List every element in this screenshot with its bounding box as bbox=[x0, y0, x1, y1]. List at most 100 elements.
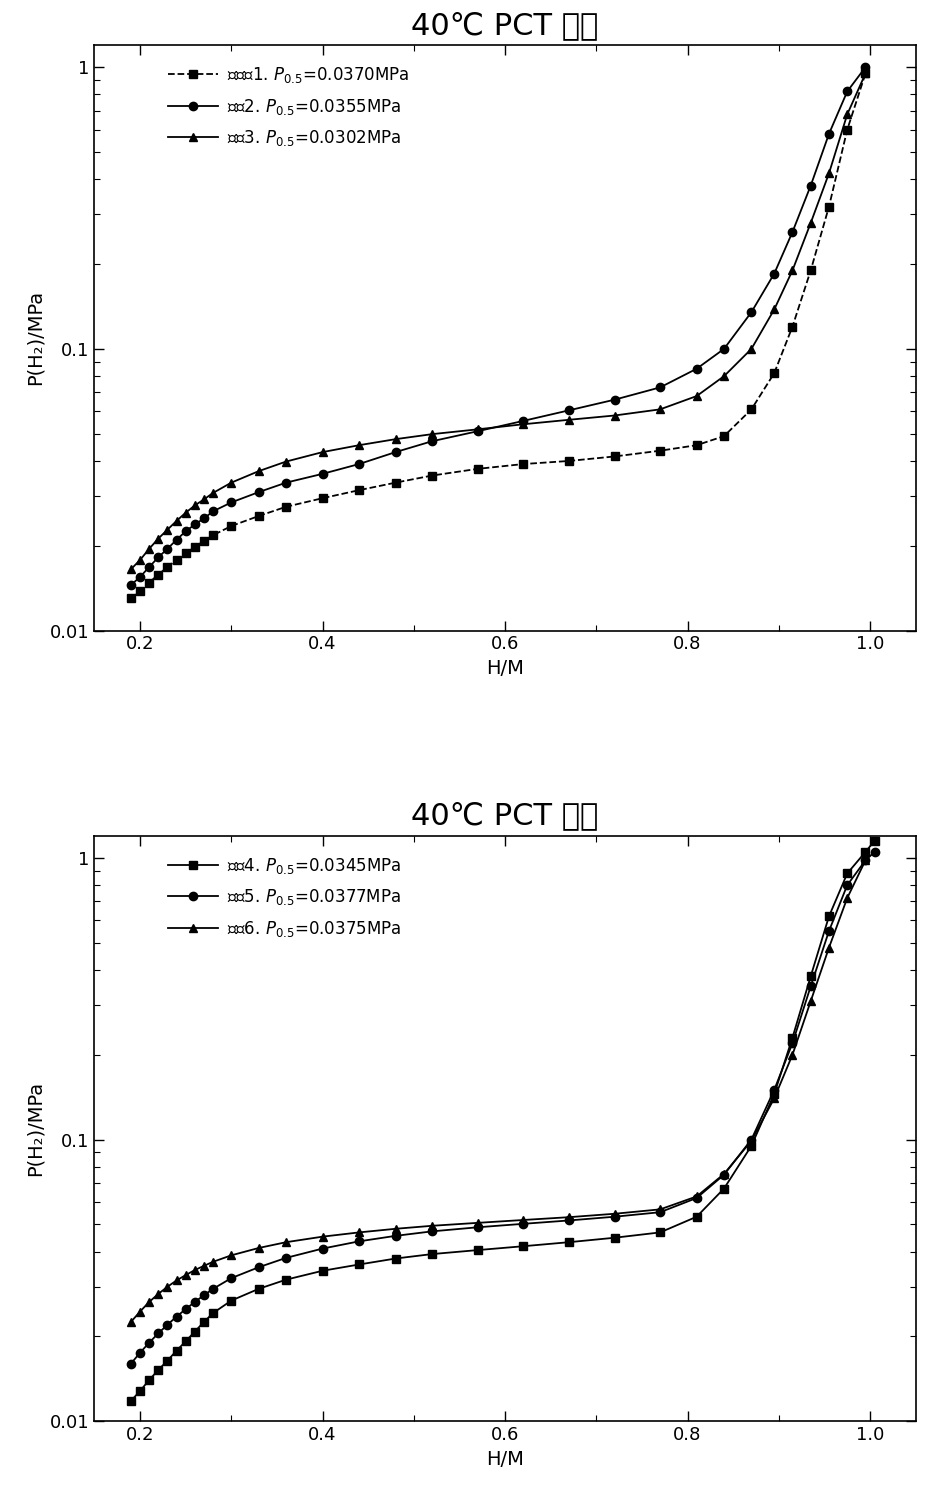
实备3. $P_{0.5}$=0.0302MPa bbox=[805, 214, 817, 232]
实备6. $P_{0.5}$=0.0375MPa bbox=[746, 1132, 757, 1150]
实备4. $P_{0.5}$=0.0345MPa bbox=[226, 1291, 237, 1309]
实备4. $P_{0.5}$=0.0345MPa bbox=[253, 1281, 264, 1299]
实备3. $P_{0.5}$=0.0302MPa bbox=[143, 540, 155, 558]
实备4. $P_{0.5}$=0.0345MPa bbox=[126, 1391, 137, 1409]
实备6. $P_{0.5}$=0.0375MPa bbox=[143, 1293, 155, 1310]
实备2. $P_{0.5}$=0.0355MPa bbox=[353, 455, 364, 473]
实备4. $P_{0.5}$=0.0345MPa bbox=[143, 1370, 155, 1388]
实备4. $P_{0.5}$=0.0345MPa bbox=[805, 968, 817, 986]
实备5. $P_{0.5}$=0.0377MPa bbox=[609, 1207, 620, 1225]
实备4. $P_{0.5}$=0.0345MPa bbox=[786, 1029, 798, 1047]
实备3. $P_{0.5}$=0.0302MPa bbox=[841, 105, 852, 123]
对比备1. $P_{0.5}$=0.0370MPa bbox=[126, 589, 137, 607]
实备2. $P_{0.5}$=0.0355MPa bbox=[609, 390, 620, 408]
实备4. $P_{0.5}$=0.0345MPa bbox=[564, 1233, 575, 1251]
实备2. $P_{0.5}$=0.0355MPa bbox=[841, 82, 852, 100]
实备2. $P_{0.5}$=0.0355MPa bbox=[253, 483, 264, 501]
实备2. $P_{0.5}$=0.0355MPa bbox=[198, 510, 210, 528]
对比备1. $P_{0.5}$=0.0370MPa bbox=[226, 518, 237, 536]
实备6. $P_{0.5}$=0.0375MPa bbox=[189, 1261, 200, 1279]
实备2. $P_{0.5}$=0.0355MPa bbox=[317, 465, 329, 483]
实备4. $P_{0.5}$=0.0345MPa bbox=[198, 1313, 210, 1331]
实备4. $P_{0.5}$=0.0345MPa bbox=[868, 832, 880, 850]
Line: 实备2. $P_{0.5}$=0.0355MPa: 实备2. $P_{0.5}$=0.0355MPa bbox=[126, 63, 869, 589]
实备4. $P_{0.5}$=0.0345MPa bbox=[208, 1305, 219, 1322]
实备3. $P_{0.5}$=0.0302MPa bbox=[609, 407, 620, 425]
实备6. $P_{0.5}$=0.0375MPa bbox=[564, 1209, 575, 1227]
对比备1. $P_{0.5}$=0.0370MPa bbox=[472, 459, 483, 477]
实备3. $P_{0.5}$=0.0302MPa bbox=[353, 437, 364, 455]
对比备1. $P_{0.5}$=0.0370MPa bbox=[143, 573, 155, 591]
实备6. $P_{0.5}$=0.0375MPa bbox=[171, 1272, 182, 1290]
实备5. $P_{0.5}$=0.0377MPa bbox=[517, 1215, 529, 1233]
实备2. $P_{0.5}$=0.0355MPa bbox=[805, 177, 817, 194]
实备3. $P_{0.5}$=0.0302MPa bbox=[208, 485, 219, 503]
实备6. $P_{0.5}$=0.0375MPa bbox=[768, 1089, 780, 1107]
实备3. $P_{0.5}$=0.0302MPa bbox=[427, 425, 438, 443]
实备4. $P_{0.5}$=0.0345MPa bbox=[768, 1085, 780, 1103]
实备2. $P_{0.5}$=0.0355MPa bbox=[472, 422, 483, 440]
对比备1. $P_{0.5}$=0.0370MPa bbox=[654, 441, 666, 459]
实备3. $P_{0.5}$=0.0302MPa bbox=[226, 474, 237, 492]
实备6. $P_{0.5}$=0.0375MPa bbox=[198, 1257, 210, 1275]
实备5. $P_{0.5}$=0.0377MPa bbox=[353, 1233, 364, 1251]
实备4. $P_{0.5}$=0.0345MPa bbox=[317, 1261, 329, 1279]
实备2. $P_{0.5}$=0.0355MPa bbox=[226, 494, 237, 512]
实备5. $P_{0.5}$=0.0377MPa bbox=[390, 1227, 401, 1245]
实备6. $P_{0.5}$=0.0375MPa bbox=[841, 889, 852, 907]
实备5. $P_{0.5}$=0.0377MPa bbox=[786, 1034, 798, 1052]
对比备1. $P_{0.5}$=0.0370MPa bbox=[564, 452, 575, 470]
Title: 40℃ PCT 曲线: 40℃ PCT 曲线 bbox=[412, 10, 598, 40]
实备4. $P_{0.5}$=0.0345MPa bbox=[180, 1333, 192, 1351]
实备5. $P_{0.5}$=0.0377MPa bbox=[718, 1165, 730, 1183]
对比备1. $P_{0.5}$=0.0370MPa bbox=[860, 64, 871, 82]
对比备1. $P_{0.5}$=0.0370MPa bbox=[198, 533, 210, 551]
Y-axis label: P(H₂)/MPa: P(H₂)/MPa bbox=[25, 1080, 44, 1176]
对比备1. $P_{0.5}$=0.0370MPa bbox=[823, 197, 834, 215]
实备5. $P_{0.5}$=0.0377MPa bbox=[189, 1293, 200, 1310]
实备3. $P_{0.5}$=0.0302MPa bbox=[517, 416, 529, 434]
实备5. $P_{0.5}$=0.0377MPa bbox=[253, 1258, 264, 1276]
实备3. $P_{0.5}$=0.0302MPa bbox=[691, 387, 702, 405]
实备4. $P_{0.5}$=0.0345MPa bbox=[472, 1242, 483, 1260]
实备3. $P_{0.5}$=0.0302MPa bbox=[126, 561, 137, 579]
实备3. $P_{0.5}$=0.0302MPa bbox=[198, 491, 210, 509]
实备2. $P_{0.5}$=0.0355MPa bbox=[427, 432, 438, 450]
对比备1. $P_{0.5}$=0.0370MPa bbox=[841, 121, 852, 139]
对比备1. $P_{0.5}$=0.0370MPa bbox=[609, 447, 620, 465]
Line: 实备4. $P_{0.5}$=0.0345MPa: 实备4. $P_{0.5}$=0.0345MPa bbox=[126, 836, 879, 1405]
实备6. $P_{0.5}$=0.0375MPa bbox=[280, 1233, 292, 1251]
实备5. $P_{0.5}$=0.0377MPa bbox=[143, 1334, 155, 1352]
实备4. $P_{0.5}$=0.0345MPa bbox=[517, 1237, 529, 1255]
实备5. $P_{0.5}$=0.0377MPa bbox=[171, 1308, 182, 1325]
实备6. $P_{0.5}$=0.0375MPa bbox=[609, 1204, 620, 1222]
对比备1. $P_{0.5}$=0.0370MPa bbox=[280, 498, 292, 516]
实备3. $P_{0.5}$=0.0302MPa bbox=[823, 165, 834, 183]
实备2. $P_{0.5}$=0.0355MPa bbox=[143, 558, 155, 576]
对比备1. $P_{0.5}$=0.0370MPa bbox=[208, 527, 219, 545]
实备6. $P_{0.5}$=0.0375MPa bbox=[860, 851, 871, 869]
实备4. $P_{0.5}$=0.0345MPa bbox=[746, 1137, 757, 1155]
实备3. $P_{0.5}$=0.0302MPa bbox=[860, 64, 871, 82]
对比备1. $P_{0.5}$=0.0370MPa bbox=[691, 437, 702, 455]
对比备1. $P_{0.5}$=0.0370MPa bbox=[153, 565, 164, 583]
实备5. $P_{0.5}$=0.0377MPa bbox=[126, 1355, 137, 1373]
实备2. $P_{0.5}$=0.0355MPa bbox=[746, 304, 757, 322]
实备5. $P_{0.5}$=0.0377MPa bbox=[860, 851, 871, 869]
实备6. $P_{0.5}$=0.0375MPa bbox=[353, 1224, 364, 1242]
实备2. $P_{0.5}$=0.0355MPa bbox=[153, 549, 164, 567]
对比备1. $P_{0.5}$=0.0370MPa bbox=[786, 317, 798, 335]
对比备1. $P_{0.5}$=0.0370MPa bbox=[317, 489, 329, 507]
Line: 实备3. $P_{0.5}$=0.0302MPa: 实备3. $P_{0.5}$=0.0302MPa bbox=[126, 69, 869, 573]
实备3. $P_{0.5}$=0.0302MPa bbox=[161, 521, 173, 539]
实备2. $P_{0.5}$=0.0355MPa bbox=[823, 124, 834, 142]
对比备1. $P_{0.5}$=0.0370MPa bbox=[718, 428, 730, 446]
实备6. $P_{0.5}$=0.0375MPa bbox=[654, 1200, 666, 1218]
实备2. $P_{0.5}$=0.0355MPa bbox=[654, 378, 666, 396]
实备2. $P_{0.5}$=0.0355MPa bbox=[126, 576, 137, 594]
实备5. $P_{0.5}$=0.0377MPa bbox=[823, 922, 834, 939]
实备3. $P_{0.5}$=0.0302MPa bbox=[564, 411, 575, 429]
对比备1. $P_{0.5}$=0.0370MPa bbox=[805, 262, 817, 280]
实备2. $P_{0.5}$=0.0355MPa bbox=[189, 516, 200, 534]
实备4. $P_{0.5}$=0.0345MPa bbox=[153, 1361, 164, 1379]
